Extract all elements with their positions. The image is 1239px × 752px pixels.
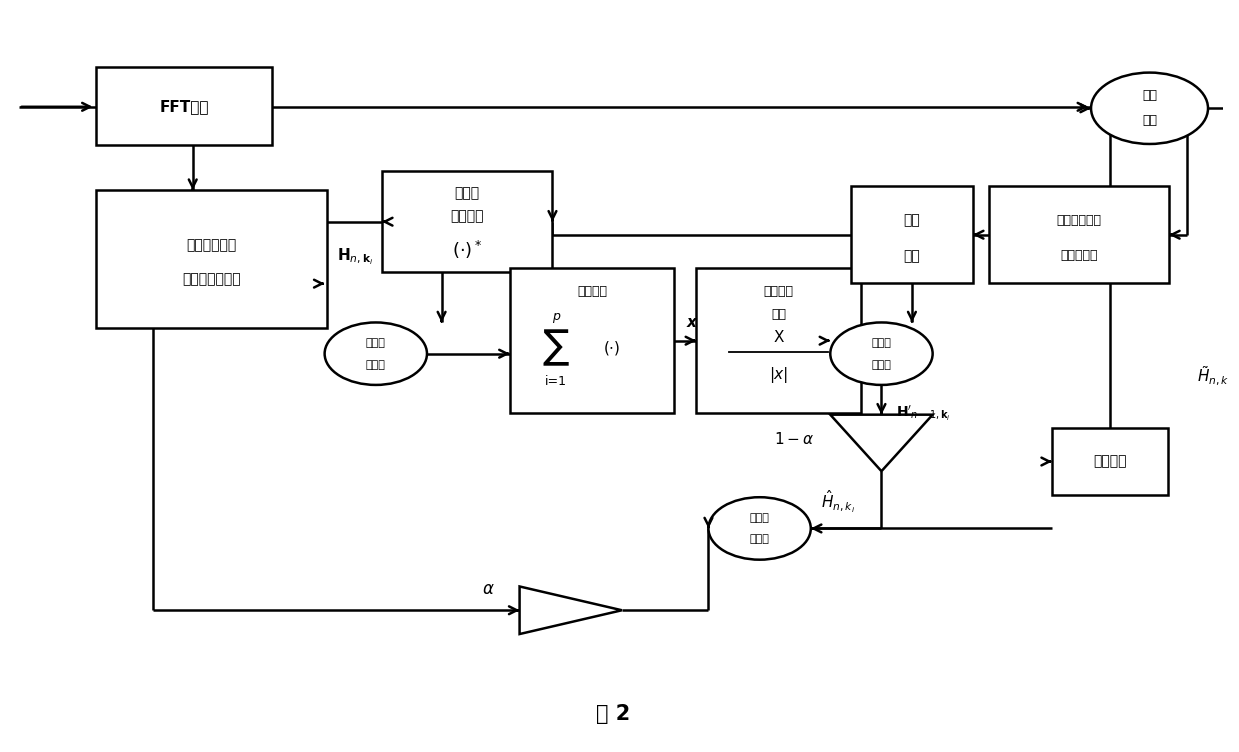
Circle shape xyxy=(1092,73,1208,144)
Text: 计算单元: 计算单元 xyxy=(451,210,484,223)
Circle shape xyxy=(830,323,933,385)
Text: 复共轭: 复共轭 xyxy=(455,186,479,201)
Text: i=1: i=1 xyxy=(545,374,567,388)
Text: 导频信道响应: 导频信道响应 xyxy=(186,238,237,252)
Text: X: X xyxy=(773,330,784,345)
Text: $\sum$: $\sum$ xyxy=(541,328,570,368)
Bar xyxy=(851,186,973,283)
Text: x: x xyxy=(686,314,696,329)
Text: 单元: 单元 xyxy=(1142,114,1157,127)
Text: p: p xyxy=(551,310,560,323)
Text: $\alpha$: $\alpha$ xyxy=(482,581,494,599)
Text: 第一乘: 第一乘 xyxy=(366,338,385,347)
Text: 延迟: 延迟 xyxy=(903,249,921,263)
Text: $\tilde{H}_{n,k}$: $\tilde{H}_{n,k}$ xyxy=(1197,365,1229,387)
Text: 第二乘: 第二乘 xyxy=(871,338,891,347)
Circle shape xyxy=(325,323,427,385)
Bar xyxy=(989,186,1170,283)
Text: $(\cdot)^*$: $(\cdot)^*$ xyxy=(452,238,482,261)
Text: 图 2: 图 2 xyxy=(596,705,631,724)
Circle shape xyxy=(709,497,810,559)
Text: 求复相位: 求复相位 xyxy=(763,285,793,298)
Text: $(\cdot)$: $(\cdot)$ xyxy=(603,339,621,357)
Polygon shape xyxy=(830,414,933,472)
Text: 值提取单元: 值提取单元 xyxy=(1061,250,1098,262)
Bar xyxy=(1052,428,1168,495)
Text: $\mathbf{H}'_{n-1,\mathbf{k}_i}$: $\mathbf{H}'_{n-1,\mathbf{k}_i}$ xyxy=(896,404,950,423)
Text: 法单元: 法单元 xyxy=(366,359,385,370)
Text: FFT变换: FFT变换 xyxy=(159,99,208,114)
Text: |x|: |x| xyxy=(769,368,788,384)
Text: 符号: 符号 xyxy=(903,214,921,227)
Bar xyxy=(696,268,861,413)
Bar xyxy=(95,68,273,145)
Text: $\mathbf{H}_{n,\mathbf{k}_i}$: $\mathbf{H}_{n,\mathbf{k}_i}$ xyxy=(337,247,373,267)
Text: 导频信道估计: 导频信道估计 xyxy=(1057,214,1101,226)
Text: 内插单元: 内插单元 xyxy=(1093,454,1126,468)
Text: 除法: 除法 xyxy=(1142,89,1157,102)
Text: 初始值估计单元: 初始值估计单元 xyxy=(182,272,240,287)
Bar xyxy=(509,268,674,413)
Polygon shape xyxy=(519,587,622,634)
Text: 求和单元: 求和单元 xyxy=(577,285,607,298)
Text: 单元: 单元 xyxy=(771,308,786,321)
Text: $1-\alpha$: $1-\alpha$ xyxy=(773,431,814,447)
Text: 滑单元: 滑单元 xyxy=(750,535,769,544)
Bar xyxy=(95,190,327,328)
Text: 法单元: 法单元 xyxy=(871,359,891,370)
Text: 加权平: 加权平 xyxy=(750,513,769,523)
Text: $\hat{H}_{n,k_i}$: $\hat{H}_{n,k_i}$ xyxy=(820,489,855,515)
Bar xyxy=(382,171,553,272)
